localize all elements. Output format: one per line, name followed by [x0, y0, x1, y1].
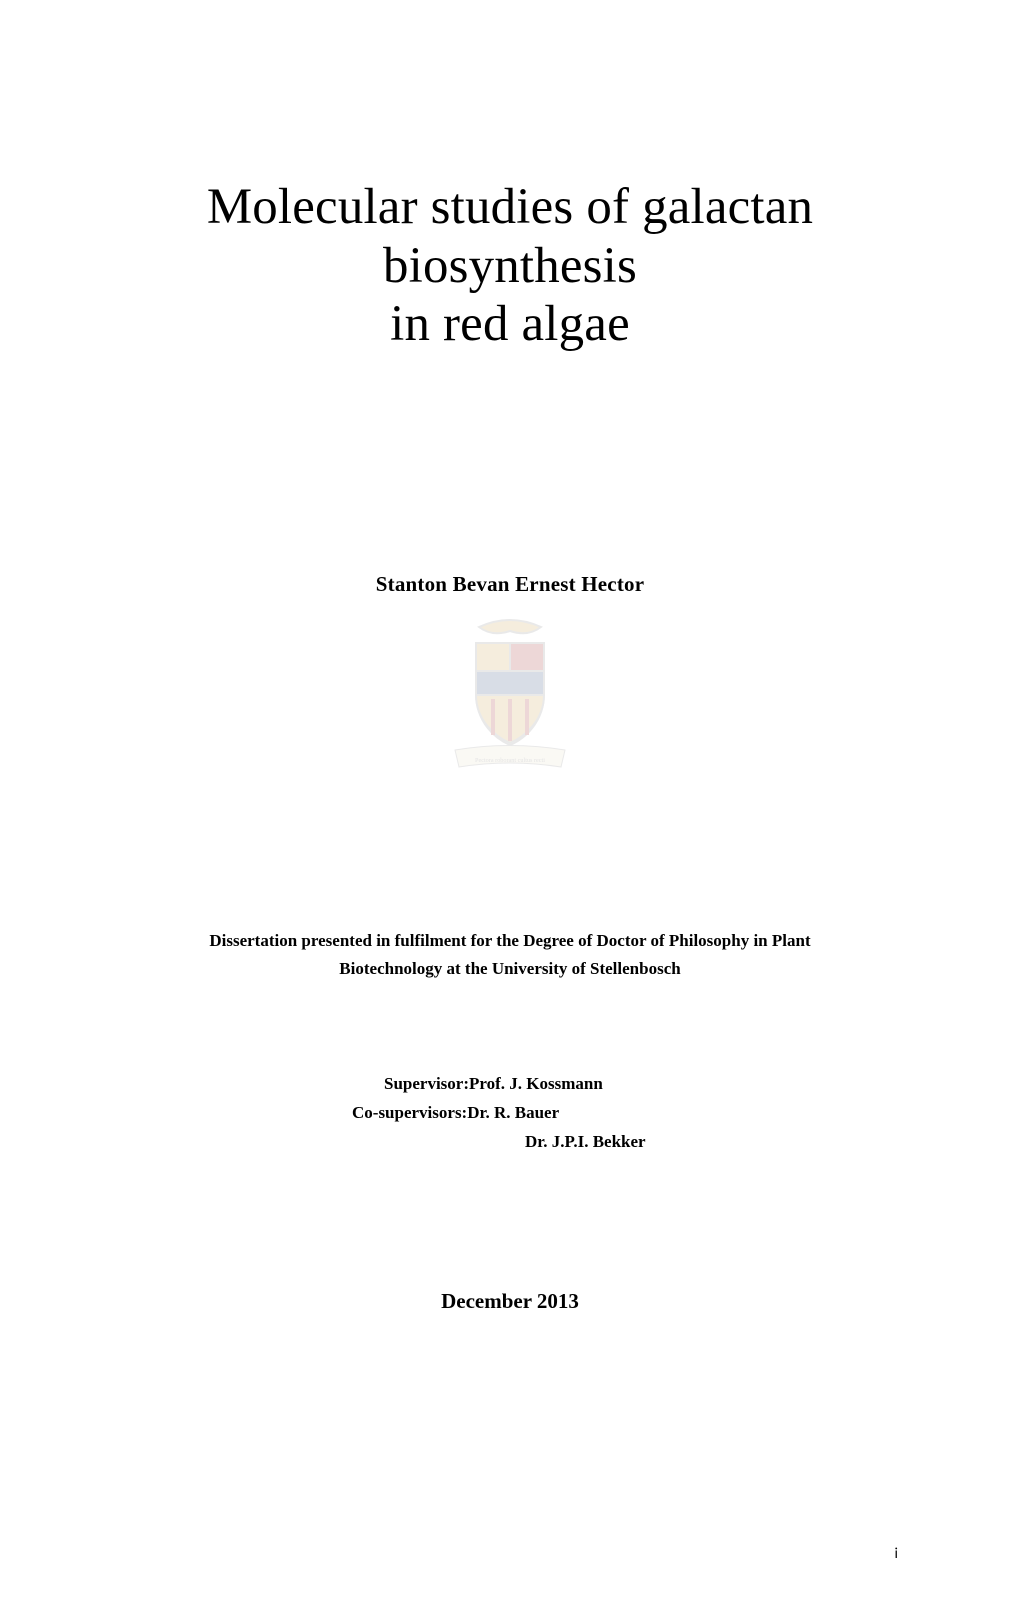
- supervisor-row: Supervisor: Prof. J. Kossmann: [384, 1070, 603, 1099]
- supervisor-name: Prof. J. Kossmann: [469, 1070, 603, 1099]
- co-supervisor-row: Co-supervisors: Dr. R. Bauer: [352, 1099, 559, 1128]
- co-supervisor-name-1: Dr. R. Bauer: [467, 1099, 559, 1128]
- page-number: i: [895, 1545, 898, 1563]
- title-page: Molecular studies of galactan biosynthes…: [0, 178, 1020, 1621]
- document-title-line-1: Molecular studies of galactan biosynthes…: [110, 178, 910, 295]
- co-supervisor-prefix: Co-supervisors:: [352, 1099, 467, 1128]
- dissertation-statement-line-1: Dissertation presented in fulfilment for…: [110, 927, 910, 956]
- university-crest-icon: Pectora roborant cultus recti: [433, 607, 587, 782]
- co-supervisor-row-2: Dr. J.P.I. Bekker: [384, 1128, 646, 1157]
- supervisor-prefix: Supervisor:: [384, 1070, 469, 1099]
- submission-date: December 2013: [110, 1289, 910, 1314]
- document-title-line-2: in red algae: [110, 295, 910, 354]
- crest-banner-text: Pectora roborant cultus recti: [475, 757, 545, 764]
- supervisor-block: Supervisor: Prof. J. Kossmann Co-supervi…: [384, 1070, 910, 1157]
- author-name: Stanton Bevan Ernest Hector: [110, 572, 910, 597]
- co-supervisor-name-2: Dr. J.P.I. Bekker: [525, 1128, 646, 1157]
- dissertation-statement-line-2: Biotechnology at the University of Stell…: [110, 955, 910, 984]
